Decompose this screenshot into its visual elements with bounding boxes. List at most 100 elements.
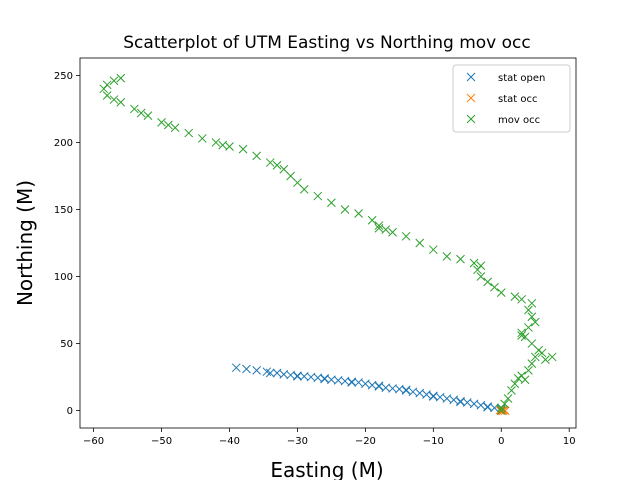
point-mov-occ — [116, 97, 126, 107]
x-tick-label: −50 — [151, 436, 172, 447]
point-mov-occ — [524, 323, 533, 332]
point-mov-occ — [327, 198, 336, 208]
point-stat-open — [374, 381, 384, 391]
y-tick-label: 150 — [54, 205, 73, 216]
point-mov-occ — [293, 178, 302, 188]
point-stat-open — [367, 380, 377, 390]
point-mov-occ — [388, 227, 397, 237]
point-mov-occ — [456, 254, 465, 264]
point-stat-open — [262, 367, 272, 377]
point-stat-open — [442, 394, 452, 403]
point-stat-open — [476, 400, 486, 410]
point-stat-open — [242, 364, 251, 374]
point-mov-occ — [367, 215, 377, 225]
point-mov-occ — [197, 134, 207, 143]
legend-marker — [466, 93, 476, 103]
point-mov-occ — [527, 298, 537, 308]
point-mov-occ — [517, 294, 526, 304]
point-mov-occ — [415, 238, 425, 248]
point-mov-occ — [517, 331, 526, 340]
point-stat-open — [435, 392, 445, 402]
chart-title: Scatterplot of UTM Easting vs Northing m… — [123, 33, 530, 53]
point-stat-open — [381, 383, 391, 393]
point-stat-open — [279, 370, 289, 379]
x-axis-ticks: −60 −50 −40 −30 −20 −10 0 10 — [83, 428, 576, 447]
legend-box — [452, 64, 571, 133]
point-mov-occ — [157, 117, 166, 127]
legend: stat open stat occ mov occ — [452, 64, 571, 133]
x-tick-label: −20 — [355, 436, 376, 447]
point-mov-occ — [513, 374, 523, 383]
point-mov-occ — [102, 91, 112, 100]
y-tick-label: 50 — [60, 339, 73, 350]
point-mov-occ — [313, 191, 323, 201]
point-mov-occ — [170, 123, 180, 133]
x-tick-label: −10 — [423, 436, 444, 447]
point-mov-occ — [184, 128, 194, 138]
legend-marker — [466, 72, 476, 82]
point-stat-open — [394, 384, 404, 394]
point-mov-occ — [510, 379, 520, 389]
point-stat-open — [354, 378, 363, 387]
point-stat-open — [388, 384, 397, 393]
series-stat-open — [231, 363, 506, 414]
point-mov-occ — [507, 386, 516, 395]
point-mov-occ — [116, 73, 126, 83]
point-mov-occ — [374, 221, 384, 230]
point-mov-occ — [218, 140, 228, 150]
point-stat-open — [306, 372, 316, 382]
point-mov-occ — [340, 205, 350, 214]
legend-label: stat occ — [498, 94, 537, 105]
point-stat-open — [299, 372, 309, 381]
point-mov-occ — [476, 272, 486, 281]
x-tick-label: −30 — [287, 436, 308, 447]
x-tick-label: −60 — [83, 436, 104, 447]
y-tick-label: 100 — [54, 272, 73, 283]
point-mov-occ — [109, 76, 119, 86]
point-mov-occ — [524, 366, 533, 375]
point-mov-occ — [527, 359, 537, 369]
point-mov-occ — [517, 328, 526, 338]
point-stat-open — [428, 392, 438, 401]
point-mov-occ — [527, 312, 537, 322]
point-stat-open — [347, 378, 357, 387]
plot-frame — [79, 57, 577, 429]
point-mov-occ — [503, 394, 513, 403]
point-mov-occ — [541, 355, 550, 364]
point-stat-open — [327, 375, 336, 385]
point-mov-occ — [265, 158, 275, 167]
point-stat-open — [462, 398, 472, 407]
legend-label: mov occ — [498, 115, 540, 126]
point-mov-occ — [496, 406, 506, 415]
y-tick-label: 250 — [54, 71, 73, 82]
point-mov-occ — [225, 142, 234, 151]
point-mov-occ — [130, 104, 139, 114]
y-tick-label: 200 — [54, 138, 73, 149]
point-mov-occ — [490, 282, 499, 292]
point-stat-open — [483, 402, 493, 412]
point-mov-occ — [286, 171, 295, 181]
point-mov-occ — [547, 352, 557, 362]
point-mov-occ — [469, 258, 479, 268]
point-mov-occ — [163, 120, 173, 130]
point-mov-occ — [534, 345, 543, 355]
point-stat-open — [422, 390, 431, 399]
point-mov-occ — [476, 261, 486, 271]
point-stat-open — [490, 403, 499, 413]
point-mov-occ — [381, 225, 391, 234]
point-stat-open — [456, 397, 465, 407]
point-mov-occ — [238, 144, 248, 154]
point-mov-occ — [530, 317, 540, 327]
point-mov-occ — [299, 185, 309, 194]
point-mov-occ — [530, 352, 540, 362]
point-mov-occ — [272, 160, 282, 170]
point-stat-open — [320, 374, 329, 384]
point-mov-occ — [496, 288, 506, 297]
x-axis-title: Easting (M) — [270, 458, 383, 480]
point-stat-open — [252, 366, 262, 375]
point-stat-open — [333, 376, 343, 385]
point-mov-occ — [109, 95, 119, 104]
point-stat-open — [313, 373, 323, 383]
series-mov-occ — [99, 73, 557, 415]
